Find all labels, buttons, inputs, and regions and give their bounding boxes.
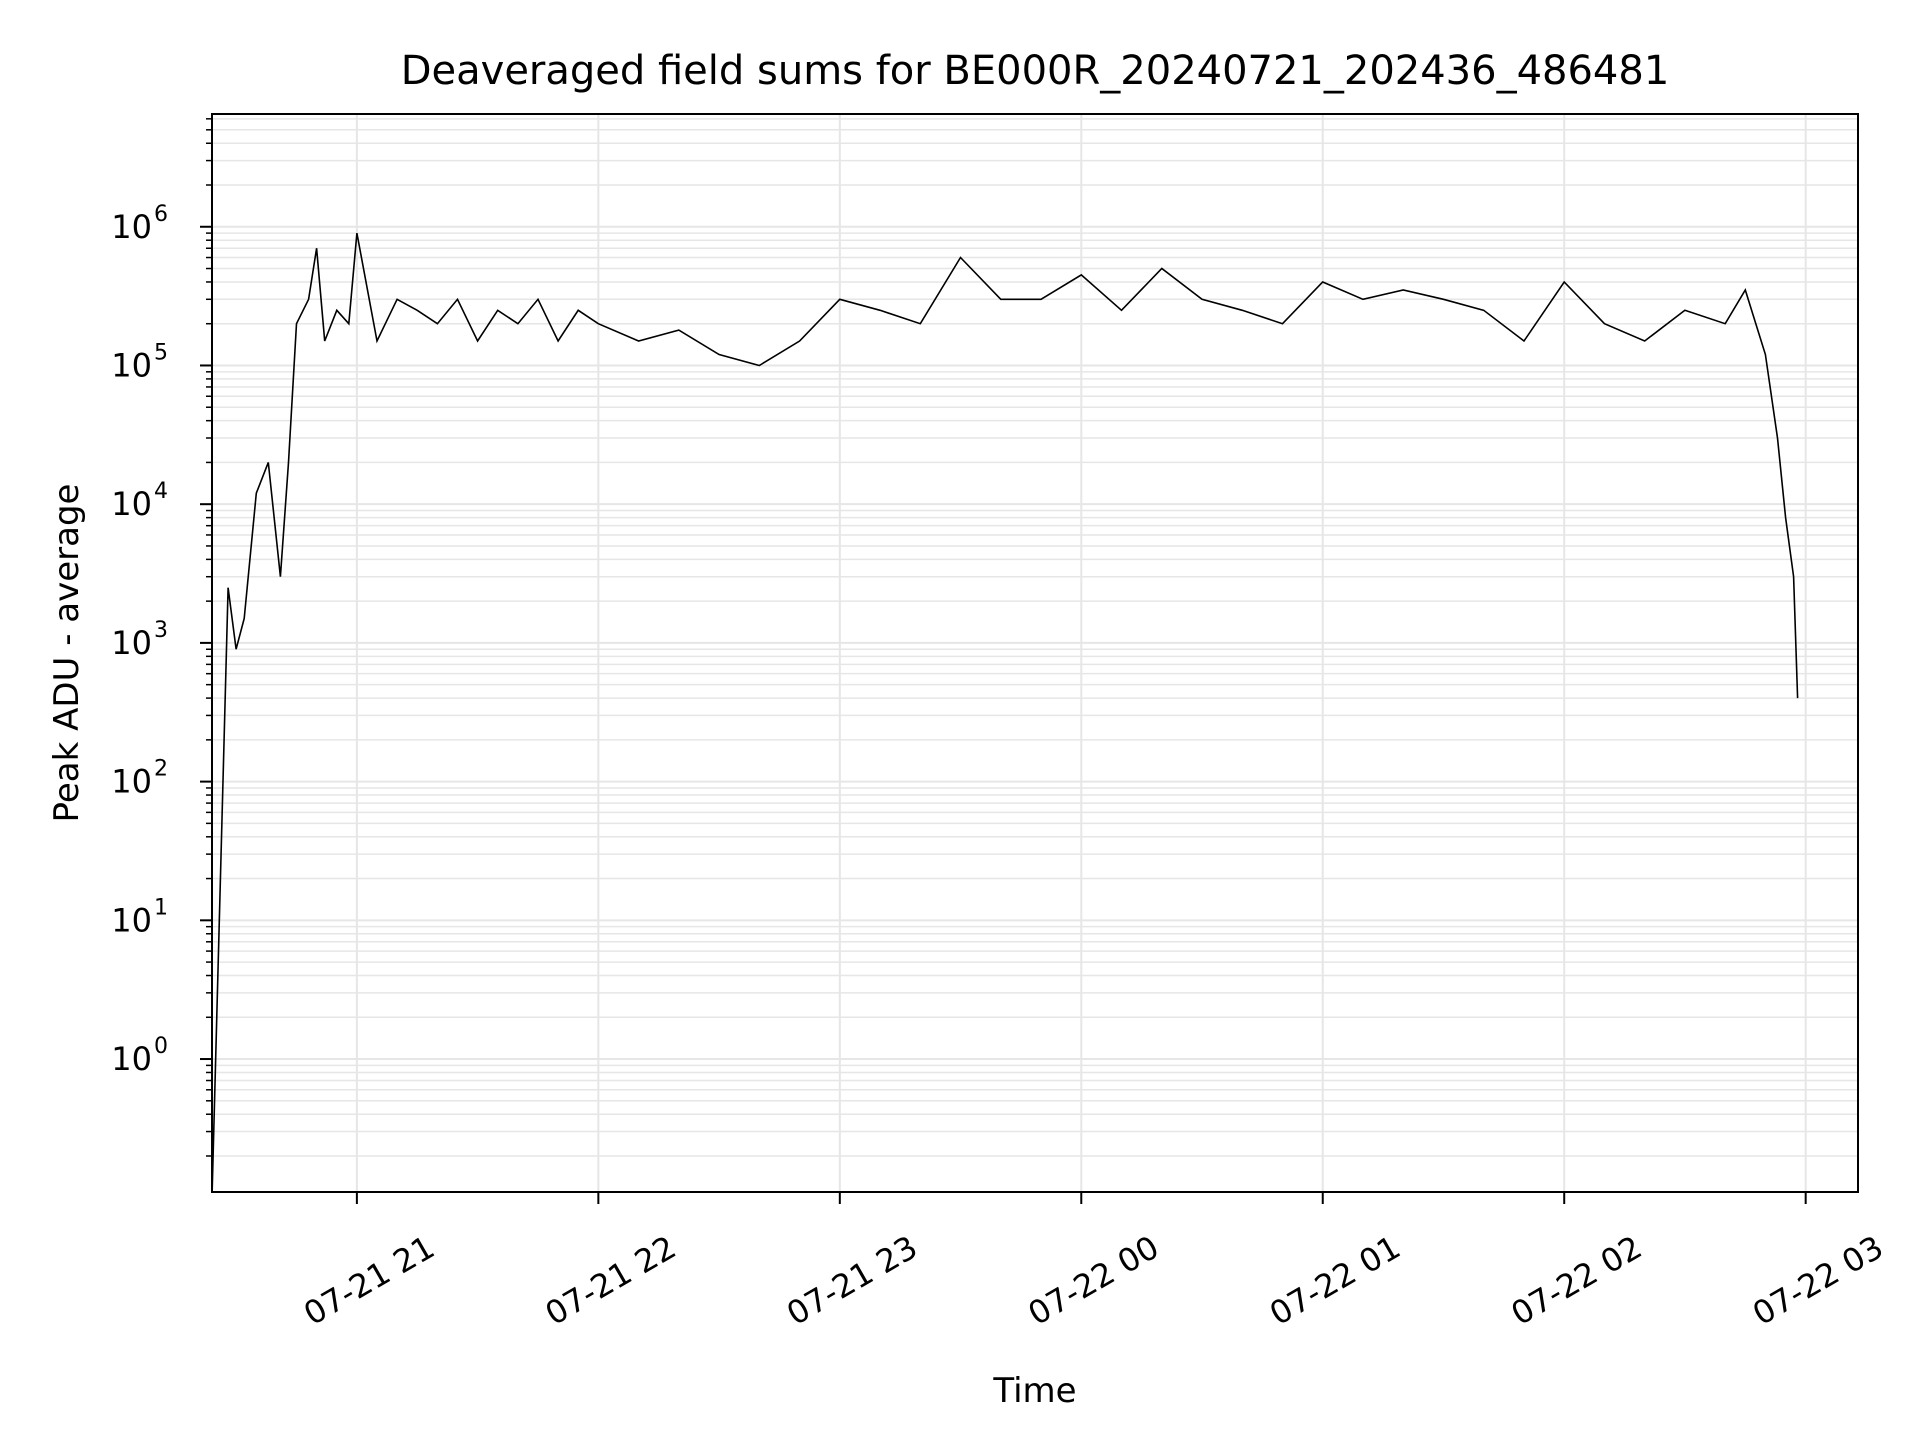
chart-title: Deaveraged field sums for BE000R_2024072… (401, 48, 1670, 94)
series-layer (212, 232, 1799, 1192)
x-axis-label: Time (992, 1371, 1076, 1411)
y-tick-label: 10 (111, 346, 152, 384)
y-axis-label: Peak ADU - average (47, 484, 87, 823)
y-tick-label: 10 (111, 763, 152, 801)
y-tick-exponent: 2 (154, 757, 168, 782)
y-tick-exponent: 1 (154, 895, 168, 920)
y-tick-label: 10 (111, 1040, 152, 1078)
x-tick-label: 07-21 21 (297, 1228, 441, 1333)
x-tick-label: 07-22 01 (1263, 1228, 1407, 1333)
series-line (212, 232, 1799, 1192)
x-tick-label: 07-21 22 (539, 1228, 683, 1333)
x-tick-label: 07-22 00 (1022, 1228, 1166, 1333)
x-tick-label: 07-22 02 (1505, 1228, 1649, 1333)
y-tick-label: 10 (111, 624, 152, 662)
y-tick-exponent: 4 (154, 479, 168, 504)
y-tick-exponent: 3 (154, 618, 168, 643)
y-tick-label: 10 (111, 208, 152, 246)
grid (212, 114, 1858, 1192)
y-tick-exponent: 0 (154, 1034, 168, 1059)
x-tick-label: 07-22 03 (1746, 1228, 1890, 1333)
y-tick-exponent: 6 (154, 202, 168, 227)
x-axis: 07-21 21 07-21 22 07-21 23 07-22 00 07-22 01… (297, 1192, 1890, 1333)
y-tick-label: 10 (111, 485, 152, 523)
x-tick-label: 07-21 23 (780, 1228, 924, 1333)
y-tick-exponent: 5 (154, 340, 168, 365)
plot-frame (211, 113, 1859, 1193)
y-tick-label: 10 (111, 901, 152, 939)
